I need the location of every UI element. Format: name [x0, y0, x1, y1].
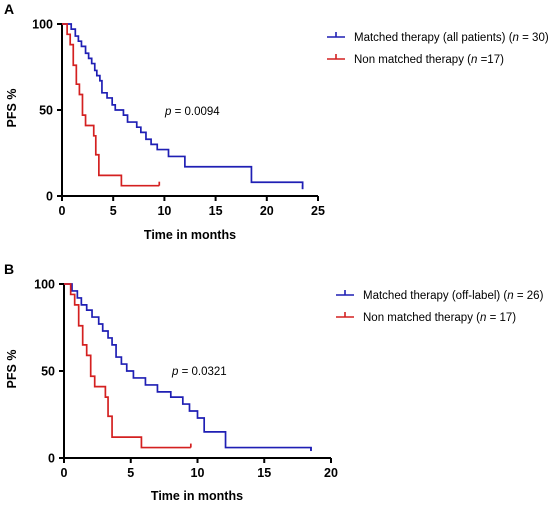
panel-a-y-tick-label: 50 [39, 104, 53, 118]
panel-a-y-tick-label: 100 [32, 18, 53, 32]
panel-a-curves [62, 23, 304, 190]
panel-a-y-axis-label: PFS % [5, 89, 19, 128]
panel-b: B PFS % Time in months 0 5 10 15 20 0 50 100 p … [4, 261, 544, 503]
legend-label-nonmatched: Non matched therapy (n = 17) [363, 312, 516, 324]
panel-a-legend: Matched therapy (all patients) (n = 30) … [327, 32, 549, 66]
panel-b-x-axis-label: Time in months [151, 489, 243, 503]
panel-b-x-tick-label: 0 [61, 466, 68, 480]
legend-label-matched: Matched therapy (off-label) (n = 26) [363, 290, 544, 302]
panel-a-x-tick-label: 15 [209, 204, 223, 218]
panel-a-x-tick-label: 25 [311, 204, 325, 218]
panel-a-axes: 0 5 10 15 20 25 0 50 100 [32, 18, 325, 219]
panel-a-legend-item-nonmatched: Non matched therapy (n =17) [327, 54, 504, 66]
panel-a-y-tick-label: 0 [46, 190, 53, 204]
panel-a-x-tick-label: 10 [157, 204, 171, 218]
panel-b-letter: B [4, 261, 14, 277]
panel-a-x-axis-label: Time in months [144, 228, 236, 242]
panel-b-legend-item-nonmatched: Non matched therapy (n = 17) [336, 312, 516, 324]
panel-b-y-tick-label: 0 [48, 452, 55, 466]
panel-a-x-tick-label: 5 [110, 204, 117, 218]
panel-b-x-tick-label: 20 [324, 466, 338, 480]
legend-label-matched: Matched therapy (all patients) (n = 30) [354, 32, 549, 44]
panel-a-legend-item-matched: Matched therapy (all patients) (n = 30) [327, 32, 549, 44]
legend-label-nonmatched: Non matched therapy (n =17) [354, 54, 504, 66]
panel-a-series-nonmatched-curve [62, 23, 160, 187]
panel-b-p-value: p = 0.0321 [171, 366, 227, 378]
panel-b-x-tick-label: 15 [257, 466, 271, 480]
panel-b-x-tick-label: 5 [127, 466, 134, 480]
panel-a-series-matched-curve [62, 23, 304, 190]
panel-b-series-matched-curve [64, 283, 312, 452]
panel-b-y-tick-label: 100 [34, 278, 55, 292]
panel-a-x-tick-label: 0 [59, 204, 66, 218]
panel-a: A PFS % Time in months 0 5 10 15 20 25050100 … [4, 1, 549, 242]
panel-b-curves [64, 283, 312, 452]
panel-b-y-axis-label: PFS % [5, 350, 19, 389]
panel-b-y-tick-label: 50 [41, 365, 55, 379]
panel-b-axes: 0 5 10 15 20 0 50 100 [34, 278, 338, 481]
panel-b-series-nonmatched-curve [64, 283, 191, 449]
panel-b-legend-item-matched: Matched therapy (off-label) (n = 26) [336, 290, 544, 302]
panel-a-p-value: p = 0.0094 [164, 106, 220, 118]
panel-a-x-tick-label: 20 [260, 204, 274, 218]
panel-b-legend: Matched therapy (off-label) (n = 26) Non… [336, 290, 544, 324]
panel-b-x-tick-label: 10 [191, 466, 205, 480]
panel-a-letter: A [4, 1, 14, 17]
